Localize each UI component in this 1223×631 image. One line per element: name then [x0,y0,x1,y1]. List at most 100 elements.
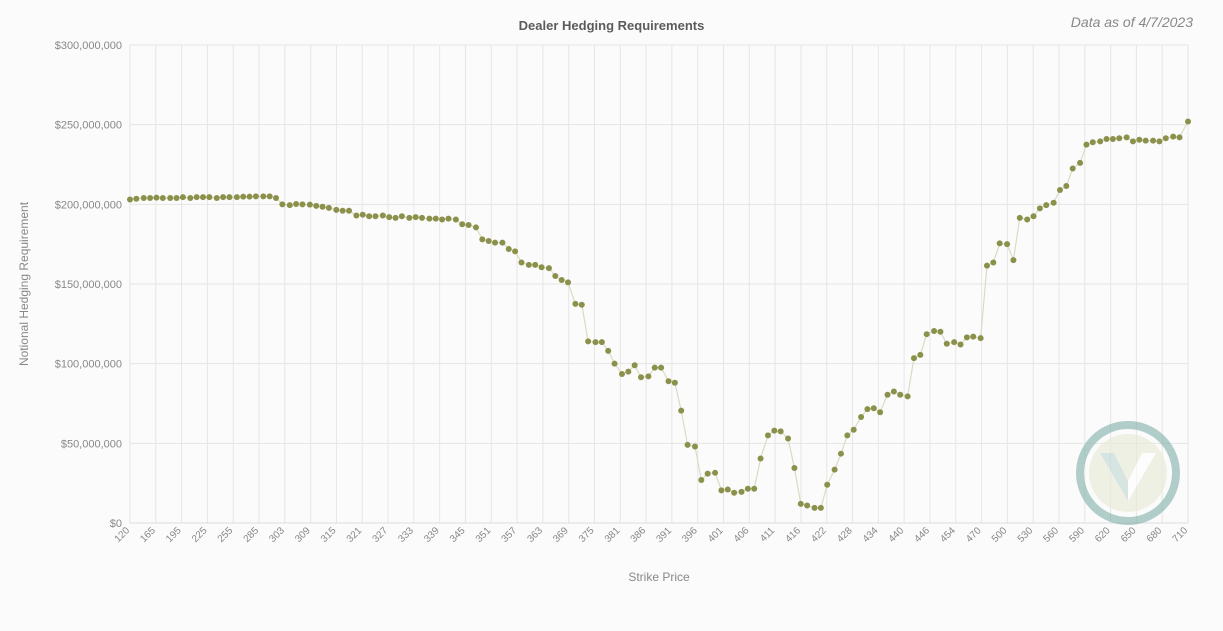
series-marker[interactable] [552,273,558,279]
series-marker[interactable] [1063,183,1069,189]
series-marker[interactable] [984,263,990,269]
series-marker[interactable] [832,467,838,473]
series-marker[interactable] [758,455,764,461]
series-marker[interactable] [1051,200,1057,206]
series-marker[interactable] [267,193,273,199]
series-marker[interactable] [546,265,552,271]
series-marker[interactable] [1185,118,1191,124]
series-marker[interactable] [214,195,220,201]
series-marker[interactable] [479,236,485,242]
series-marker[interactable] [1090,139,1096,145]
series-marker[interactable] [200,194,206,200]
series-marker[interactable] [1037,205,1043,211]
series-marker[interactable] [326,205,332,211]
series-marker[interactable] [380,212,386,218]
series-marker[interactable] [638,374,644,380]
series-marker[interactable] [1083,142,1089,148]
series-marker[interactable] [340,208,346,214]
series-marker[interactable] [871,405,877,411]
series-marker[interactable] [320,204,326,210]
series-marker[interactable] [512,248,518,254]
series-marker[interactable] [1124,134,1130,140]
series-marker[interactable] [167,195,173,201]
series-marker[interactable] [486,238,492,244]
series-marker[interactable] [844,432,850,438]
series-marker[interactable] [518,259,524,265]
series-marker[interactable] [593,339,599,345]
series-marker[interactable] [731,490,737,496]
series-marker[interactable] [459,221,465,227]
series-marker[interactable] [194,194,200,200]
series-marker[interactable] [247,194,253,200]
series-marker[interactable] [698,477,704,483]
series-marker[interactable] [413,214,419,220]
series-marker[interactable] [174,195,180,201]
series-marker[interactable] [1110,136,1116,142]
series-marker[interactable] [605,348,611,354]
series-marker[interactable] [1024,216,1030,222]
series-marker[interactable] [499,240,505,246]
series-marker[interactable] [791,465,797,471]
series-marker[interactable] [299,201,305,207]
series-marker[interactable] [273,195,279,201]
series-marker[interactable] [1136,137,1142,143]
series-marker[interactable] [539,264,545,270]
series-marker[interactable] [466,222,472,228]
series-marker[interactable] [612,361,618,367]
series-marker[interactable] [1150,138,1156,144]
series-marker[interactable] [1116,135,1122,141]
series-marker[interactable] [658,365,664,371]
series-marker[interactable] [307,202,313,208]
series-marker[interactable] [997,240,1003,246]
series-marker[interactable] [333,207,339,213]
series-marker[interactable] [652,365,658,371]
series-marker[interactable] [1143,138,1149,144]
series-marker[interactable] [625,369,631,375]
series-marker[interactable] [279,201,285,207]
series-marker[interactable] [1104,136,1110,142]
series-marker[interactable] [1170,134,1176,140]
series-marker[interactable] [353,212,359,218]
series-marker[interactable] [599,339,605,345]
series-marker[interactable] [1070,165,1076,171]
series-marker[interactable] [419,215,425,221]
series-marker[interactable] [851,427,857,433]
series-marker[interactable] [858,414,864,420]
series-marker[interactable] [579,302,585,308]
series-marker[interactable] [771,428,777,434]
series-marker[interactable] [293,201,299,207]
series-marker[interactable] [473,224,479,230]
series-marker[interactable] [937,329,943,335]
series-marker[interactable] [877,409,883,415]
series-marker[interactable] [226,194,232,200]
series-marker[interactable] [666,378,672,384]
series-marker[interactable] [253,193,259,199]
series-marker[interactable] [725,487,731,493]
series-marker[interactable] [366,213,372,219]
series-marker[interactable] [532,262,538,268]
series-marker[interactable] [240,194,246,200]
series-marker[interactable] [393,215,399,221]
series-marker[interactable] [964,334,970,340]
series-marker[interactable] [885,392,891,398]
series-marker[interactable] [944,341,950,347]
series-marker[interactable] [1130,138,1136,144]
series-marker[interactable] [765,432,771,438]
series-marker[interactable] [824,482,830,488]
series-marker[interactable] [153,195,159,201]
series-marker[interactable] [891,389,897,395]
series-marker[interactable] [1163,135,1169,141]
series-marker[interactable] [1004,241,1010,247]
series-marker[interactable] [220,194,226,200]
series-marker[interactable] [133,196,139,202]
series-marker[interactable] [990,259,996,265]
series-marker[interactable] [917,352,923,358]
series-marker[interactable] [406,215,412,221]
series-marker[interactable] [712,470,718,476]
series-marker[interactable] [399,213,405,219]
series-marker[interactable] [206,194,212,200]
series-marker[interactable] [147,195,153,201]
series-marker[interactable] [1077,160,1083,166]
series-marker[interactable] [804,502,810,508]
series-marker[interactable] [924,331,930,337]
